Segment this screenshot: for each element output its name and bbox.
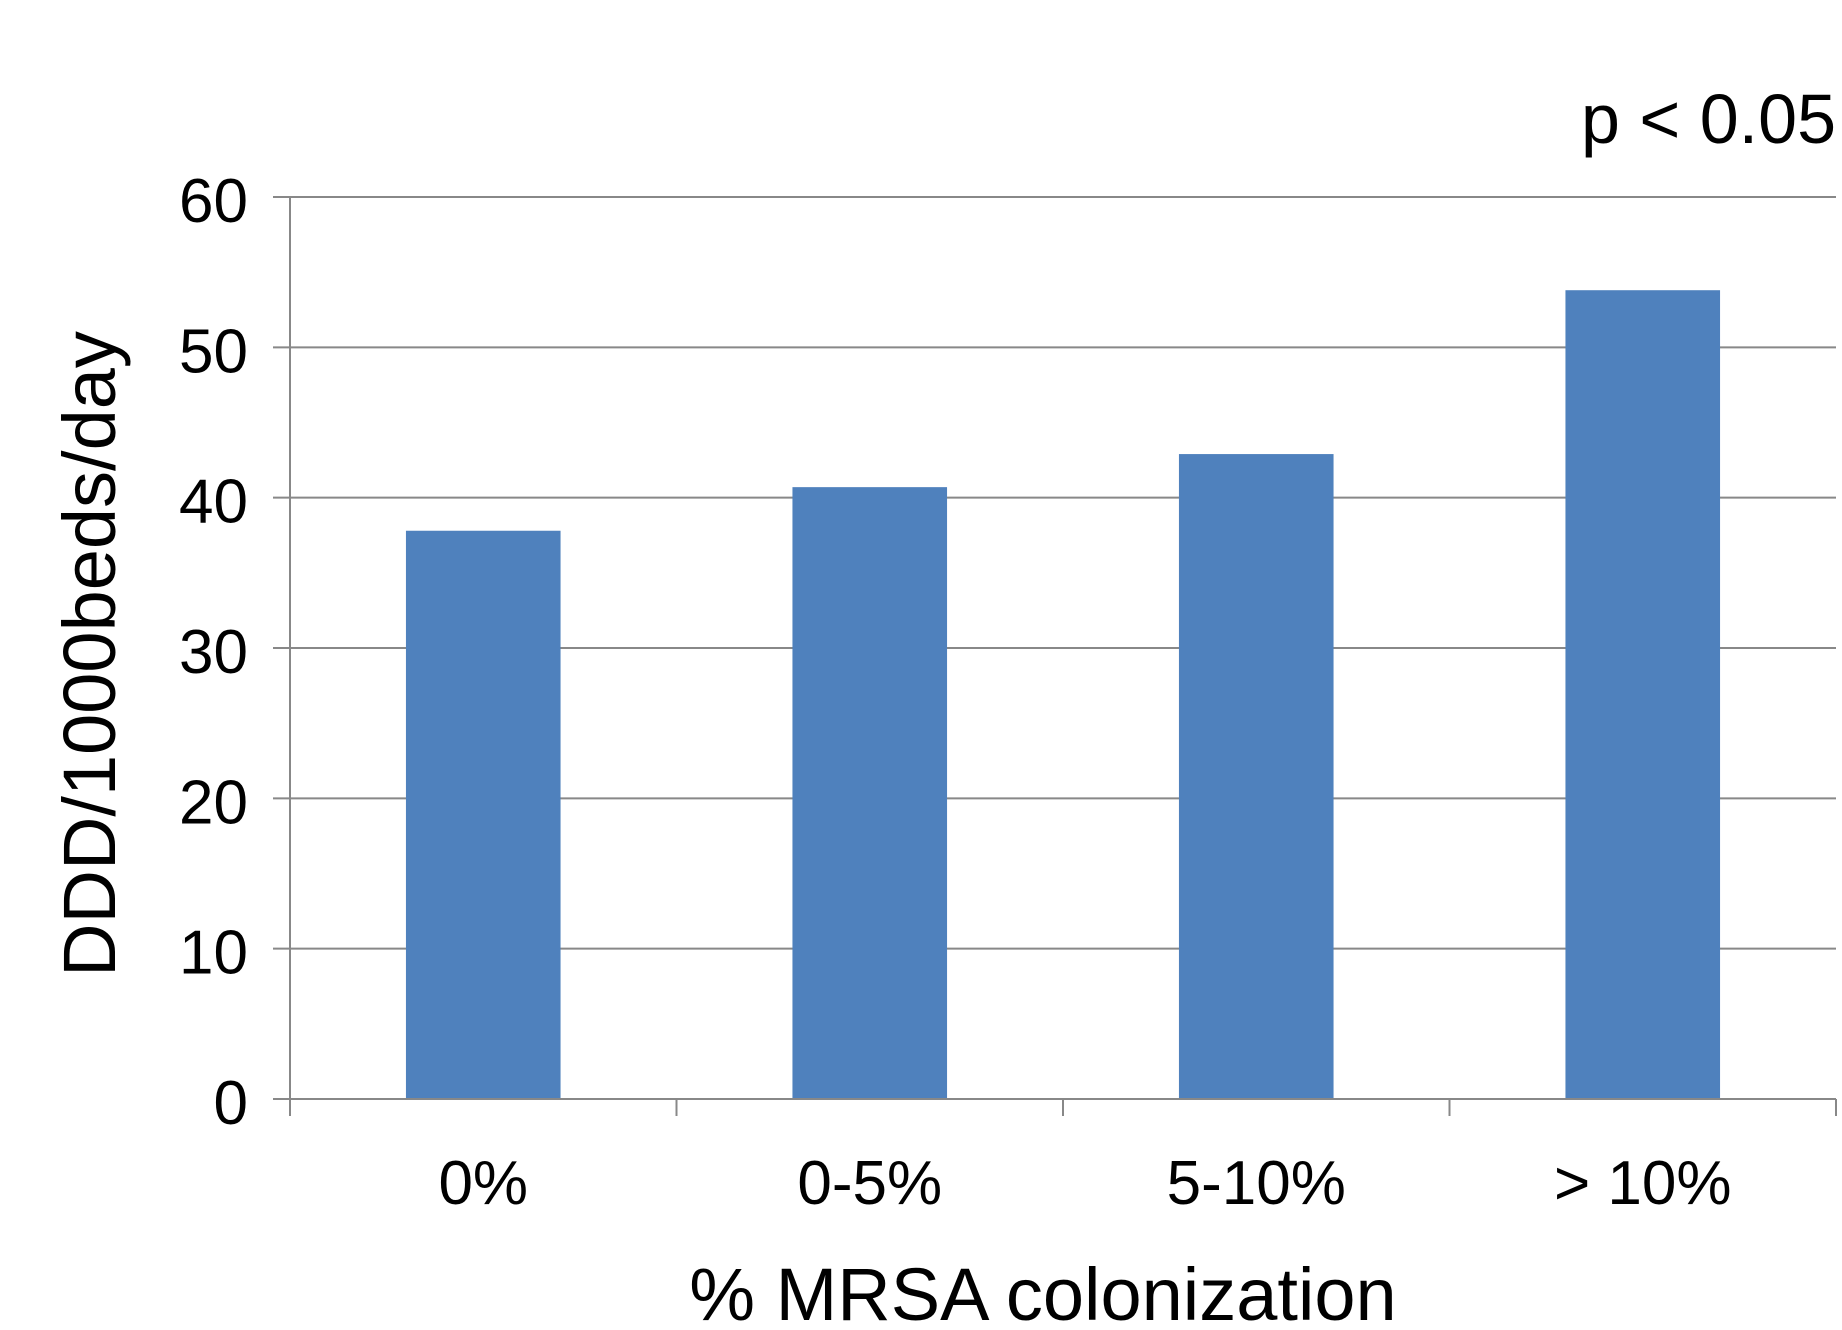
y-tick-label: 50 bbox=[179, 317, 248, 386]
significance-annotation: p < 0.05 bbox=[1581, 80, 1836, 158]
y-tick-label: 30 bbox=[179, 618, 248, 687]
y-tick-label: 20 bbox=[179, 768, 248, 837]
x-tick-label: > 10% bbox=[1554, 1149, 1732, 1218]
y-tick-label: 60 bbox=[179, 167, 248, 236]
y-tick-label: 10 bbox=[179, 919, 248, 988]
y-tick-label: 0 bbox=[214, 1069, 248, 1138]
x-axis-label: % MRSA colonization bbox=[689, 1253, 1396, 1325]
bar-2 bbox=[792, 487, 948, 1100]
y-tick-labels: 0 10 20 30 40 50 60 bbox=[179, 167, 248, 1138]
x-tick-label: 0% bbox=[438, 1149, 528, 1218]
bar-4 bbox=[1565, 290, 1721, 1099]
x-tick-labels: 0% 0-5% 5-10% > 10% bbox=[438, 1149, 1731, 1218]
bar-3 bbox=[1178, 454, 1334, 1099]
bars bbox=[405, 290, 1721, 1100]
x-tick-label: 0-5% bbox=[797, 1149, 942, 1218]
x-tick-label: 5-10% bbox=[1167, 1149, 1346, 1218]
axes bbox=[273, 196, 1837, 1116]
y-tick-label: 40 bbox=[179, 468, 248, 537]
bar-1 bbox=[405, 530, 561, 1099]
y-axis-label: DDD/1000beds/day bbox=[48, 331, 131, 977]
